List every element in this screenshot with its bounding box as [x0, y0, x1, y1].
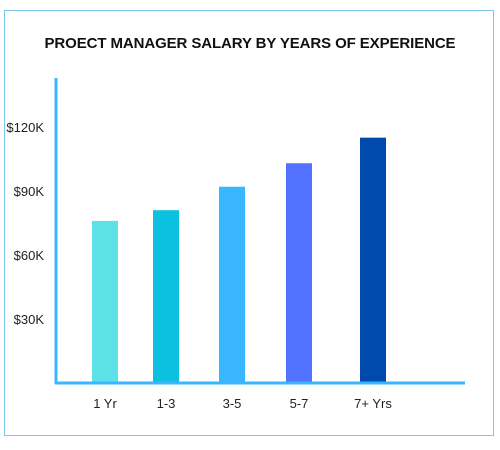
- y-tick-label: $30K: [14, 312, 45, 327]
- bar-5-7: [286, 163, 312, 383]
- y-tick-label: $120K: [6, 120, 44, 135]
- y-tick-labels: $30K $60K $90K $120K: [6, 120, 44, 327]
- x-tick-label: 3-5: [223, 396, 242, 411]
- bar-1-yr: [92, 220, 118, 383]
- y-tick-label: $60K: [14, 248, 45, 263]
- x-tick-label: 5-7: [290, 396, 309, 411]
- chart-frame: [4, 10, 494, 436]
- bar-3-5: [219, 186, 245, 383]
- bar-7-yrs: [360, 137, 386, 383]
- x-tick-label: 1 Yr: [93, 396, 117, 411]
- x-tick-label: 1-3: [157, 396, 176, 411]
- x-tick-label: 7+ Yrs: [354, 396, 392, 411]
- x-tick-labels: 1 Yr 1-3 3-5 5-7 7+ Yrs: [93, 396, 392, 411]
- chart-title: PROECT MANAGER SALARY BY YEARS OF EXPERI…: [44, 35, 456, 52]
- bar-1-3: [153, 210, 179, 383]
- y-tick-label: $90K: [14, 184, 45, 199]
- bar-group: [92, 137, 386, 383]
